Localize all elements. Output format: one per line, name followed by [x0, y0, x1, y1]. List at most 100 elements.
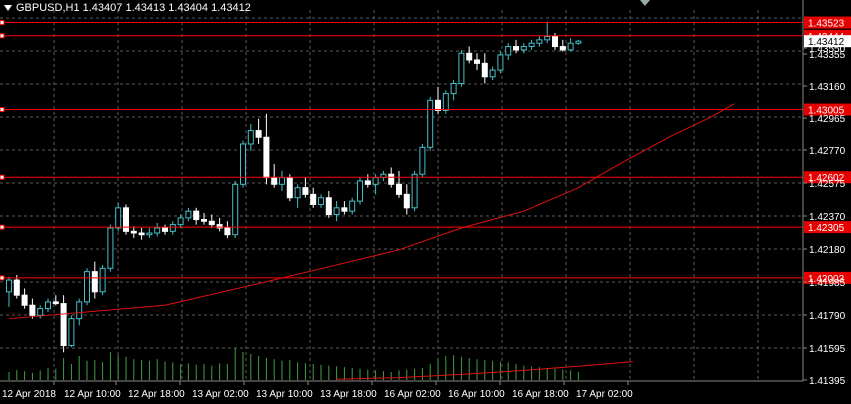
volume-moving-average: [336, 361, 634, 380]
time-axis-label: 13 Apr 18:00: [320, 389, 377, 400]
candle-body: [310, 193, 317, 205]
moving-average: [8, 103, 735, 320]
candle-body: [240, 143, 246, 185]
candle-body: [99, 267, 106, 293]
candle-body: [318, 197, 324, 205]
candle-body: [224, 227, 231, 236]
candle-body: [528, 42, 535, 48]
candle-body: [357, 180, 363, 202]
price-tag-label: 1.42305: [808, 223, 845, 234]
price-axis-label: 1.42575: [809, 179, 846, 190]
candle-body: [435, 99, 441, 111]
candle-body: [536, 39, 543, 44]
line-handle[interactable]: [0, 174, 5, 180]
candle-body: [333, 207, 340, 216]
candle-body: [349, 200, 356, 212]
line-handle[interactable]: [0, 275, 5, 281]
price-tag-label: 1.42003: [808, 274, 845, 285]
candle-body: [544, 35, 551, 41]
candle-body: [68, 318, 75, 347]
time-axis-label: 16 Apr 02:00: [384, 389, 441, 400]
candle-body: [325, 197, 332, 216]
volume-ma-line: [336, 361, 634, 380]
candle-body: [60, 303, 67, 347]
symbol-title-text: GBPUSD,H1 1.43407 1.43413 1.43404 1.4341…: [16, 2, 251, 14]
candle-body: [247, 130, 254, 145]
line-handle[interactable]: [0, 224, 5, 230]
candle-body: [76, 301, 83, 320]
candle-body: [123, 207, 129, 232]
candle-body: [169, 224, 176, 232]
current-price-tag: [804, 35, 851, 48]
candle-body: [37, 308, 44, 316]
candle-body: [341, 207, 348, 212]
price-axis-label: 1.43160: [809, 82, 846, 93]
price-levels[interactable]: 1.435231.434441.430051.426021.423051.420…: [0, 16, 851, 285]
chart-shift-icon: [640, 0, 650, 6]
candle-body: [216, 224, 223, 229]
candle-body: [263, 136, 270, 179]
time-axis-label: 13 Apr 02:00: [192, 389, 249, 400]
candle-body: [497, 54, 504, 71]
candle-body: [84, 271, 90, 303]
volume-bars: [8, 348, 579, 380]
price-tag-label: 1.43005: [808, 106, 845, 117]
grid: [0, 10, 803, 381]
candle-body: [130, 230, 137, 234]
moving-average-line: [8, 103, 735, 320]
symbol-title: GBPUSD,H1 1.43407 1.43413 1.43404 1.4341…: [4, 2, 251, 14]
candle-body: [396, 183, 402, 195]
candle-body: [115, 207, 122, 229]
price-axis-label: 1.42370: [809, 212, 846, 223]
candle-body: [193, 210, 200, 221]
candle-body: [138, 232, 145, 236]
time-axis-label: 16 Apr 10:00: [448, 389, 505, 400]
candle-body: [201, 219, 207, 222]
candle-body: [442, 93, 449, 111]
candle-body: [505, 46, 512, 56]
candle-body: [388, 173, 395, 185]
price-tag-label: 1.43523: [808, 19, 845, 30]
candle-body: [162, 227, 168, 232]
candle-body: [575, 40, 582, 44]
time-axis-label: 12 Apr 10:00: [64, 389, 121, 400]
price-axis-label: 1.41395: [809, 376, 846, 387]
candle-body: [185, 210, 192, 219]
price-axis-label: 1.42965: [809, 114, 846, 125]
candle-body: [271, 177, 278, 185]
candle-body: [29, 304, 36, 316]
candle-body: [466, 52, 473, 61]
price-tag: [804, 271, 851, 284]
price-tag: [804, 103, 851, 116]
time-axis-label: 12 Apr 2018: [2, 389, 56, 400]
candle-body: [146, 232, 153, 236]
dropdown-triangle-icon[interactable]: [4, 5, 12, 12]
candle-body: [21, 294, 28, 306]
current-price-label: 1.43412: [808, 37, 845, 48]
price-axis-label: 1.41790: [809, 311, 846, 322]
price-tag: [804, 221, 851, 234]
candle-body: [279, 177, 285, 185]
candle-body: [481, 62, 488, 78]
price-axis-label: 1.42180: [809, 245, 846, 256]
candle-body: [450, 83, 457, 95]
candle-body: [255, 130, 262, 138]
candle-body: [177, 217, 184, 226]
candle-body: [372, 177, 379, 185]
candle-body: [52, 301, 59, 305]
candle-body: [302, 187, 309, 195]
time-axis-label: 17 Apr 02:00: [576, 389, 633, 400]
candle-body: [411, 173, 418, 209]
line-handle[interactable]: [0, 20, 5, 26]
line-handle[interactable]: [0, 107, 5, 113]
candle-body: [13, 279, 20, 296]
candle-body: [91, 271, 98, 293]
line-handle[interactable]: [0, 33, 5, 39]
time-axis-label: 16 Apr 18:00: [512, 389, 569, 400]
price-tag-label: 1.42602: [808, 173, 845, 184]
candle-body: [403, 193, 410, 209]
candle-body: [45, 301, 51, 310]
